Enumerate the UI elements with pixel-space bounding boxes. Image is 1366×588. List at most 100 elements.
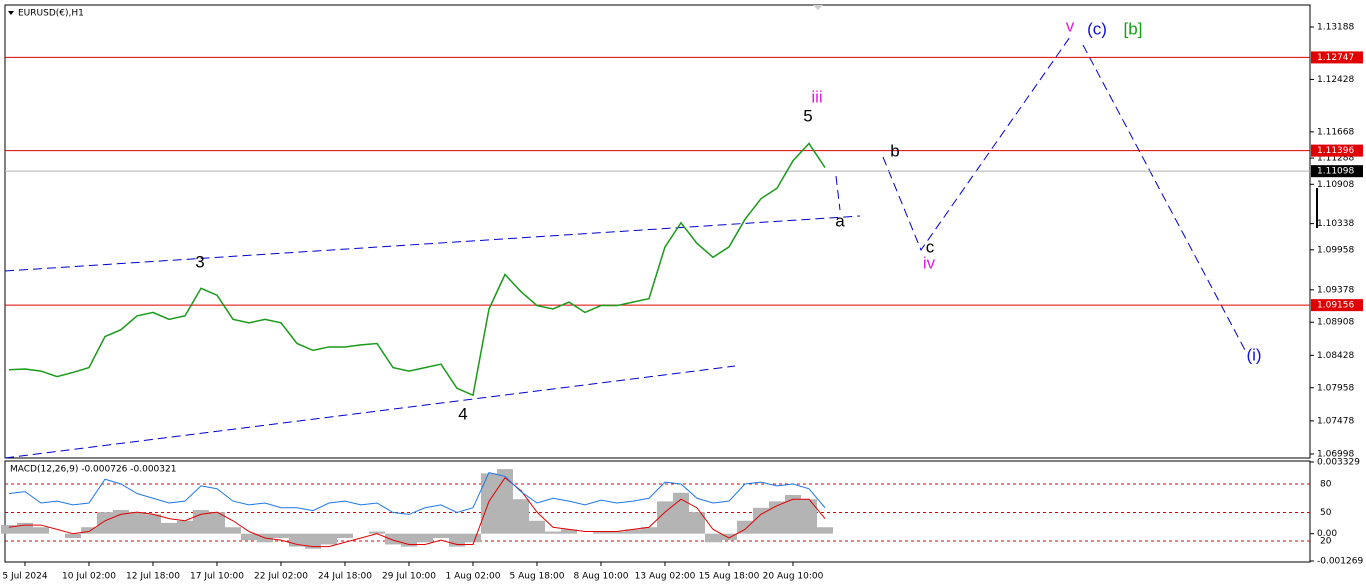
menu-arrow[interactable] [8, 11, 14, 15]
macd-bar [625, 529, 641, 534]
scroll-bar[interactable] [1316, 188, 1318, 228]
wave-label: (c) [1087, 19, 1107, 38]
macd-bar [305, 533, 321, 549]
wave-lines [4, 36, 1246, 459]
macd-bar [337, 533, 353, 538]
macd-bar [161, 522, 177, 534]
oscillator-line [8, 472, 826, 515]
wave-label: 3 [195, 252, 204, 271]
macd-bar [129, 512, 145, 534]
price-panel [4, 4, 1311, 459]
wave-label: 4 [458, 404, 467, 423]
x-tick-label: 5 Jul 2024 [2, 572, 47, 582]
macd-bar [529, 520, 545, 534]
macd-bar [385, 533, 401, 545]
wave-i [1082, 44, 1246, 351]
macd-bar [273, 533, 289, 538]
macd-bar [801, 499, 817, 534]
x-tick-label: 1 Aug 02:00 [446, 572, 501, 582]
x-tick-label: 10 Jul 02:00 [62, 572, 116, 582]
lower-trendline [4, 365, 736, 459]
scroll-marker [813, 5, 823, 10]
y-tick-label: 1.09378 [1317, 285, 1354, 295]
macd-bar [225, 527, 241, 534]
chart-title: EURUSD(€),H1 [18, 9, 84, 19]
price-level-box [1311, 165, 1363, 178]
wave-projection [882, 36, 1071, 252]
x-tick-label: 13 Aug 02:00 [635, 572, 696, 582]
macd-bar [17, 522, 33, 534]
y-tick-label: 1.10908 [1317, 180, 1354, 190]
y2-tick-label: 20 [1320, 537, 1332, 547]
price-level-label: 1.11098 [1317, 167, 1354, 177]
wave-label: c [926, 237, 935, 256]
wave-label: (i) [1246, 345, 1261, 364]
y-tick-label: 1.10338 [1317, 219, 1354, 229]
macd-bar [209, 512, 225, 534]
wave-label: iv [923, 253, 936, 272]
wave-label: [b] [1124, 19, 1143, 38]
y-tick-label: 0.003329 [1317, 458, 1360, 468]
x-tick-label: 20 Aug 10:00 [763, 572, 824, 582]
macd-bar [1, 525, 17, 534]
macd-bar [721, 533, 737, 541]
wave-label: b [890, 141, 899, 160]
x-tick-label: 12 Jul 18:00 [126, 572, 180, 582]
macd-bar [465, 533, 481, 543]
macd-bar [321, 533, 337, 545]
x-tick-label: 8 Aug 10:00 [574, 572, 629, 582]
macd-bar [641, 527, 657, 534]
price-level-box [1311, 144, 1363, 157]
macd-bar [497, 469, 513, 534]
macd-bar [81, 527, 97, 534]
macd-bar [417, 533, 433, 543]
price-level-label: 1.11396 [1317, 146, 1354, 156]
price-level-label: 1.12747 [1317, 53, 1354, 63]
macd-bar [785, 494, 801, 534]
wave-label: v [1066, 16, 1075, 35]
macd-bar [561, 529, 577, 534]
macd-bar [593, 531, 609, 534]
macd-bar [433, 533, 449, 538]
macd-bar [817, 527, 833, 534]
price-level-box [1311, 51, 1363, 64]
x-tick-label: 5 Aug 18:00 [510, 572, 565, 582]
signal-line [8, 476, 826, 548]
y-tick-label: 1.07478 [1317, 416, 1354, 426]
price-line [8, 142, 826, 397]
y-tick-label: 1.13188 [1317, 23, 1354, 33]
wave-a [835, 175, 841, 211]
x-tick-label: 24 Jul 18:00 [318, 572, 372, 582]
macd-bar [705, 533, 721, 543]
x-tick-label: 29 Jul 10:00 [382, 572, 436, 582]
y-tick-label: 1.08908 [1317, 318, 1354, 328]
macd-title: MACD(12,26,9) -0.000726 -0.000321 [10, 465, 176, 475]
price-level-label: 1.09156 [1317, 301, 1354, 311]
wave-label: 5 [803, 106, 812, 125]
macd-bar [609, 531, 625, 534]
y-tick-label: 1.11668 [1317, 127, 1354, 137]
macd-bar [545, 531, 561, 534]
x-tick-label: 15 Aug 18:00 [699, 572, 760, 582]
macd-bar [753, 507, 769, 534]
y-tick-label: 0.00 [1317, 529, 1337, 539]
macd-bar [689, 512, 705, 534]
x-tick-label: 17 Jul 10:00 [190, 572, 244, 582]
upper-trendline [4, 215, 861, 272]
wave-label: a [835, 211, 845, 230]
macd-bar [177, 520, 193, 534]
macd-bar [65, 533, 81, 538]
y-tick-label: -0.001269 [1317, 557, 1363, 567]
y-tick-label: 1.08428 [1317, 351, 1354, 361]
y2-tick-label: 80 [1320, 480, 1332, 490]
y-tick-label: 1.12428 [1317, 75, 1354, 85]
macd-bar [737, 520, 753, 534]
macd-bar [241, 533, 257, 541]
y-tick-label: 1.09958 [1317, 245, 1354, 255]
macd-bar [481, 473, 497, 534]
y2-tick-label: 50 [1320, 508, 1332, 518]
y-tick-label: 1.11288 [1317, 154, 1354, 164]
x-tick-label: 22 Jul 02:00 [254, 572, 308, 582]
macd-bar [97, 512, 113, 534]
